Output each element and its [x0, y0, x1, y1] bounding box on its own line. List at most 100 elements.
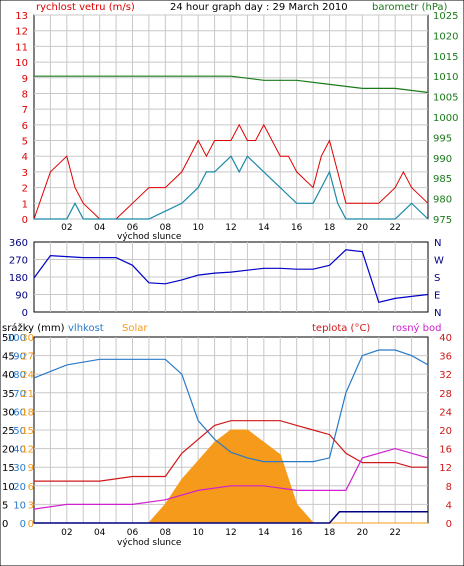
temperature-label: teplota (°C)	[312, 323, 370, 334]
wind-tick-label: 7	[22, 105, 28, 116]
x-tick-label: 22	[389, 528, 400, 538]
direction-tick-label: 90	[15, 291, 28, 302]
x-tick-label: 20	[357, 223, 369, 233]
temperature-tick-label: 0	[446, 519, 452, 530]
direction-tick-label: 0	[22, 308, 28, 319]
temperature-tick-label: 20	[439, 426, 452, 437]
direction-line	[33, 249, 429, 304]
humidity-label: vlhkost	[68, 323, 104, 334]
compass-tick-label: W	[434, 256, 444, 267]
solar-tick-label: 12	[21, 445, 34, 456]
wind-tick-label: 3	[22, 168, 28, 179]
wind-tick-label: 5	[22, 137, 28, 148]
precip-tick-label: 0	[2, 519, 8, 530]
x-tick-label: 14	[258, 223, 270, 233]
precip-tick-label: 10	[2, 482, 15, 493]
temperature-tick-label: 36	[439, 352, 452, 363]
solar-tick-label: 0	[28, 519, 34, 530]
x-tick-label: 06	[127, 223, 139, 233]
precip-tick-label: 30	[2, 407, 15, 418]
precip-tick-label: 25	[2, 426, 15, 437]
solar-tick-label: 24	[21, 370, 34, 381]
pressure-tick-label: 1020	[433, 31, 458, 42]
wind-tick-label: 2	[22, 184, 28, 195]
x-tick-label: 20	[357, 528, 369, 538]
humidity-tick-label: 100	[7, 333, 26, 344]
x-tick-label: 10	[192, 223, 204, 233]
wind-tick-label: 8	[22, 89, 28, 100]
sunrise-label-1: východ slunce	[117, 232, 182, 242]
solar-tick-label: 6	[28, 482, 34, 493]
precip-tick-label: 50	[2, 333, 15, 344]
wind-tick-label: 12	[15, 27, 28, 38]
solar-tick-label: 3	[28, 500, 34, 511]
solar-tick-label: 27	[21, 352, 34, 363]
temperature-line	[34, 420, 428, 482]
x-tick-label: 16	[291, 528, 303, 538]
x-tick-label: 10	[192, 528, 204, 538]
pressure-tick-label: 1025	[433, 11, 458, 22]
precip-label: srážky (mm)	[2, 322, 65, 334]
precip-line	[34, 511, 428, 524]
humidity-tick-label: 0	[20, 519, 26, 530]
x-tick-label: 08	[160, 528, 172, 538]
x-tick-label: 02	[61, 528, 72, 538]
direction-tick-label: 360	[9, 238, 28, 249]
x-tick-label: 14	[258, 528, 270, 538]
solar-tick-label: 18	[21, 407, 34, 418]
compass-tick-label: N	[434, 308, 441, 319]
pressure-line	[34, 75, 429, 94]
humidity-tick-label: 20	[13, 482, 26, 493]
pressure-tick-label: 980	[433, 195, 452, 206]
x-tick-label: 08	[160, 223, 172, 233]
solar-tick-label: 30	[21, 333, 34, 344]
x-tick-label: 18	[324, 223, 336, 233]
x-tick-label: 04	[94, 528, 106, 538]
x-tick-label: 06	[127, 528, 139, 538]
compass-tick-label: N	[434, 238, 441, 249]
precip-tick-label: 20	[2, 445, 15, 456]
wind-tick-label: 11	[15, 42, 28, 53]
temperature-tick-label: 16	[439, 445, 452, 456]
wind-axis-label: rychlost vetru (m/s)	[36, 2, 135, 13]
pressure-axis-label: barometr (hPa)	[372, 2, 448, 13]
x-tick-label: 12	[225, 223, 236, 233]
solar-label: Solar	[122, 323, 148, 334]
temperature-tick-label: 32	[439, 370, 452, 381]
wind-tick-label: 1	[22, 199, 28, 210]
pressure-tick-label: 985	[433, 174, 452, 185]
x-tick-label: 22	[389, 223, 400, 233]
wind-tick-label: 9	[22, 74, 28, 85]
dewpoint-line	[33, 447, 429, 510]
solar-tick-label: 21	[21, 389, 34, 400]
precip-tick-label: 5	[2, 500, 8, 511]
temperature-tick-label: 8	[446, 482, 452, 493]
pressure-tick-label: 995	[433, 133, 452, 144]
wind-tick-label: 10	[15, 58, 28, 69]
temperature-tick-label: 40	[439, 333, 452, 344]
sunrise-label-3: východ slunce	[117, 538, 182, 548]
pressure-tick-label: 1005	[433, 93, 458, 104]
pressure-tick-label: 975	[433, 215, 452, 226]
humidity-tick-label: 50	[13, 426, 26, 437]
dewpoint-label: rosný bod	[392, 322, 441, 334]
pressure-tick-label: 1015	[433, 52, 458, 63]
wind-tick-label: 0	[22, 215, 28, 226]
temperature-tick-label: 12	[439, 463, 452, 474]
precip-tick-label: 15	[2, 463, 15, 474]
x-tick-label: 18	[324, 528, 336, 538]
precip-tick-label: 35	[2, 389, 15, 400]
compass-tick-label: E	[434, 291, 440, 302]
wind-tick-label: 13	[15, 11, 28, 22]
humidity-tick-label: 60	[13, 407, 26, 418]
temperature-tick-label: 24	[439, 407, 452, 418]
humidity-tick-label: 10	[13, 500, 26, 511]
temperature-tick-label: 28	[439, 389, 452, 400]
precip-tick-label: 45	[2, 352, 15, 363]
wind-panel-marks: 0123456789101112139759809859909951000100…	[15, 11, 458, 233]
humidity-tick-label: 30	[13, 463, 26, 474]
x-tick-label: 16	[291, 223, 303, 233]
